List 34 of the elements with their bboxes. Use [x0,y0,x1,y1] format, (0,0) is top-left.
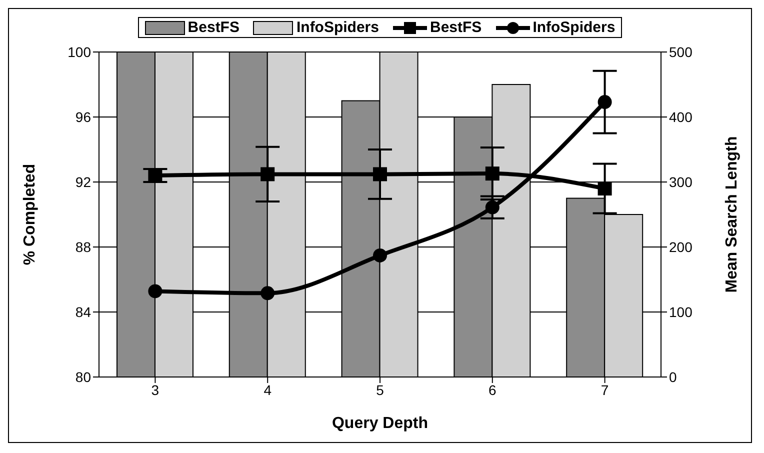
y2-tick-label: 200 [669,238,693,255]
x-axis-title: Query Depth [332,415,428,432]
y-axis-title: % Completed [22,164,39,266]
point [598,182,612,196]
y2-tick-label: 300 [669,174,693,190]
point [260,286,275,300]
y-tick-label: 96 [75,108,92,125]
x-tick-label: 7 [600,382,609,398]
y-tick-label: 84 [75,304,92,320]
point [373,248,387,262]
x-tick-label: 3 [151,382,160,398]
point [260,167,275,182]
x-tick-label: 4 [264,382,272,398]
legend-label: InfoSpiders [532,19,616,36]
y2-tick-label: 100 [669,304,693,320]
y2-tick-label: 0 [669,368,677,385]
point [485,200,500,214]
y-tick-label: 100 [68,44,92,60]
y2-tick-label: 400 [669,108,693,125]
y-tick-label: 88 [75,238,92,255]
x-tick-label: 5 [376,382,384,398]
legend-label: BestFS [188,19,240,36]
legend-label: InfoSpiders [296,19,379,36]
y-tick-label: 92 [75,174,92,190]
point [148,284,162,298]
point [598,95,612,110]
y2-axis-title: Mean Search Length [724,136,741,293]
point [373,167,387,182]
point [485,166,500,181]
point [148,168,162,182]
y-tick-label: 80 [75,368,92,385]
x-tick-label: 6 [488,382,496,398]
y2-tick-label: 500 [669,44,693,60]
legend-label: BestFS [430,19,482,36]
